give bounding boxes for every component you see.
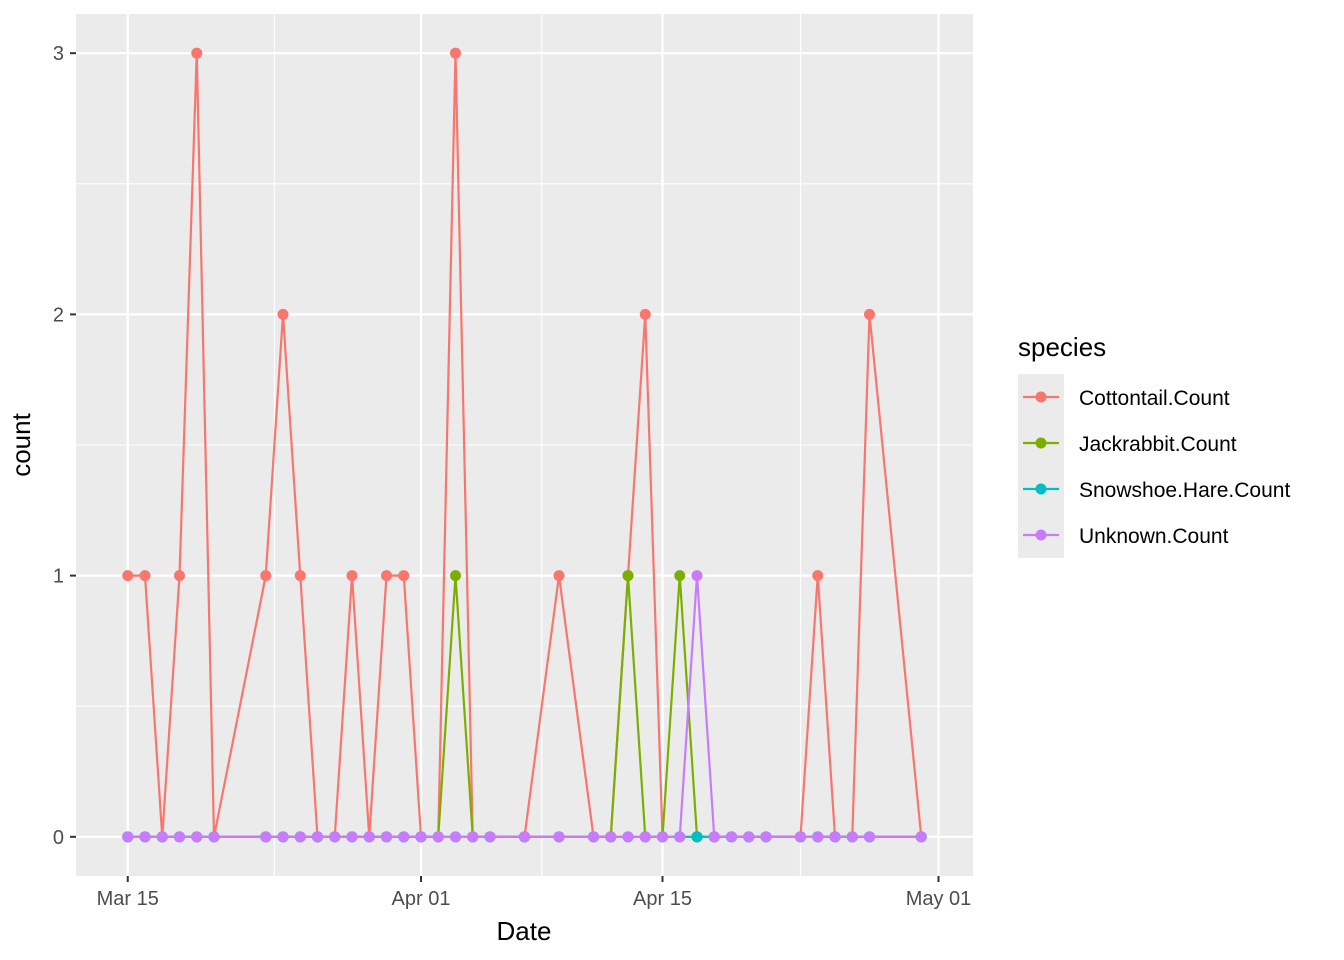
data-point-cottontail-count — [639, 308, 651, 320]
y-axis: 0 1 2 3 — [53, 43, 76, 849]
x-tick-label: Apr 15 — [633, 888, 692, 910]
data-point-unknown-count — [329, 831, 341, 843]
data-point-unknown-count — [657, 831, 668, 843]
legend-key-point — [1035, 483, 1047, 495]
data-point-unknown-count — [191, 831, 203, 843]
data-point-unknown-count — [795, 831, 806, 843]
data-point-cottontail-count — [381, 570, 392, 582]
data-point-unknown-count — [174, 831, 185, 843]
data-point-jackrabbit-count — [622, 570, 634, 582]
data-point-unknown-count — [363, 831, 375, 843]
data-point-unknown-count — [381, 831, 392, 843]
legend-label: Snowshoe.Hare.Count — [1079, 479, 1290, 502]
data-point-unknown-count — [605, 831, 617, 843]
series-points — [122, 47, 927, 843]
data-point-unknown-count — [760, 831, 772, 843]
data-point-unknown-count — [432, 831, 444, 843]
data-point-cottontail-count — [294, 570, 306, 582]
legend-key-point — [1035, 391, 1047, 403]
data-point-unknown-count — [639, 831, 651, 843]
data-point-unknown-count — [864, 831, 875, 843]
x-axis-title: Date — [497, 916, 552, 946]
data-point-unknown-count — [398, 831, 410, 843]
data-point-unknown-count — [294, 831, 306, 843]
y-tick-label: 1 — [53, 566, 64, 588]
data-point-unknown-count — [519, 831, 530, 843]
data-point-snowshoe-hare-count — [691, 831, 703, 843]
data-point-unknown-count — [622, 831, 634, 843]
data-point-cottontail-count — [450, 47, 461, 59]
data-point-unknown-count — [260, 831, 272, 843]
data-point-unknown-count — [346, 831, 358, 843]
data-point-unknown-count — [208, 831, 220, 843]
data-point-unknown-count — [846, 831, 858, 843]
data-point-unknown-count — [139, 831, 151, 843]
legend-title: species — [1018, 332, 1106, 362]
data-point-unknown-count — [588, 831, 599, 843]
x-tick-label: May 01 — [906, 888, 972, 910]
data-point-unknown-count — [915, 831, 927, 843]
data-point-unknown-count — [691, 570, 703, 582]
legend-label: Unknown.Count — [1079, 525, 1229, 548]
data-point-unknown-count — [312, 831, 323, 843]
legend-label: Jackrabbit.Count — [1079, 433, 1237, 456]
data-point-unknown-count — [674, 831, 686, 843]
legend-key-point — [1035, 529, 1047, 541]
data-point-unknown-count — [484, 831, 496, 843]
data-point-cottontail-count — [260, 570, 272, 582]
y-tick-label: 0 — [53, 827, 64, 849]
x-tick-label: Apr 01 — [392, 888, 451, 910]
legend-label: Cottontail.Count — [1079, 387, 1230, 410]
data-point-unknown-count — [726, 831, 737, 843]
data-point-jackrabbit-count — [674, 570, 686, 582]
data-point-unknown-count — [553, 831, 565, 843]
data-point-cottontail-count — [139, 570, 151, 582]
legend-key-background — [1018, 374, 1064, 558]
data-point-cottontail-count — [553, 570, 565, 582]
data-point-cottontail-count — [398, 570, 410, 582]
data-point-unknown-count — [829, 831, 841, 843]
data-point-cottontail-count — [122, 570, 134, 582]
y-tick-label: 3 — [53, 43, 64, 65]
legend-key-point — [1035, 437, 1047, 449]
data-point-unknown-count — [708, 831, 720, 843]
data-point-cottontail-count — [277, 308, 289, 320]
data-point-unknown-count — [277, 831, 289, 843]
data-point-cottontail-count — [174, 570, 185, 582]
data-point-cottontail-count — [812, 570, 824, 582]
data-point-unknown-count — [415, 831, 427, 843]
data-point-unknown-count — [450, 831, 461, 843]
data-point-cottontail-count — [864, 308, 875, 320]
data-point-unknown-count — [812, 831, 824, 843]
data-point-unknown-count — [743, 831, 755, 843]
y-axis-title: count — [6, 412, 36, 476]
data-point-unknown-count — [156, 831, 168, 843]
data-point-cottontail-count — [191, 47, 203, 59]
x-tick-label: Mar 15 — [97, 888, 159, 910]
data-point-unknown-count — [122, 831, 134, 843]
y-tick-label: 2 — [53, 304, 64, 326]
x-axis: Mar 15 Apr 01 Apr 15 May 01 — [97, 876, 972, 910]
data-point-jackrabbit-count — [450, 570, 461, 582]
legend: species Cottontail.Count Jackrabbit.Count… — [1018, 332, 1290, 558]
data-point-cottontail-count — [346, 570, 358, 582]
data-point-unknown-count — [467, 831, 479, 843]
